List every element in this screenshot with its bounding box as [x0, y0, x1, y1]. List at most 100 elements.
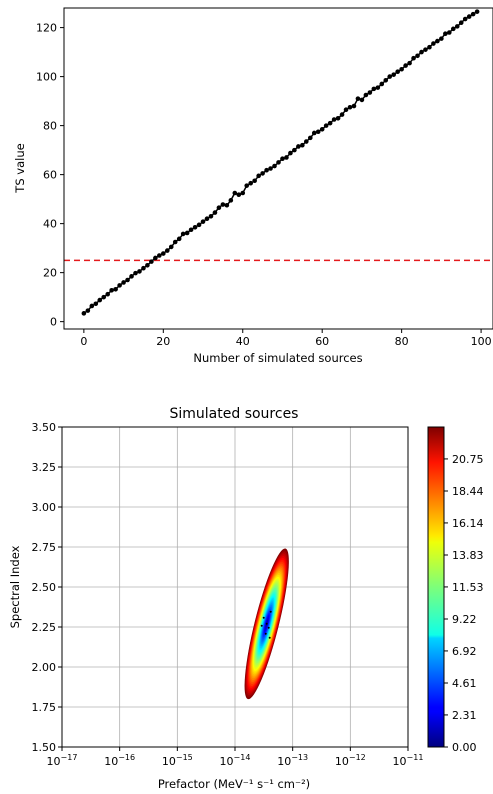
colorbar-ticks: 0.00 2.31 4.61 6.92 9.22 11.53 13.83 16.14 18.44… — [444, 453, 484, 754]
core-sample-point — [262, 616, 265, 619]
ts-data-point — [161, 251, 166, 256]
ts-data-point — [415, 53, 420, 59]
ts-data-point — [97, 297, 103, 303]
ts-data-point — [391, 72, 396, 77]
ts-data-point — [347, 104, 353, 110]
ts-data-point — [284, 155, 289, 160]
ts-data-point — [212, 210, 218, 215]
ts-x-tick-label: 40 — [236, 335, 250, 348]
ts-data-point — [117, 283, 122, 288]
ts-series — [81, 9, 480, 316]
ts-data-point — [248, 180, 253, 186]
ts-data-point — [339, 112, 345, 117]
colorbar-tick-label: 18.44 — [452, 485, 484, 498]
ts-data-point — [101, 294, 107, 300]
colorbar-tick-label: 16.14 — [452, 517, 484, 530]
ts-data-point — [470, 11, 476, 17]
sources-x-tick-label: 10−17 — [47, 753, 78, 768]
ts-data-point — [244, 183, 250, 188]
ts-y-tick-label: 20 — [43, 267, 57, 280]
ts-data-point — [315, 129, 321, 135]
sources-y-tick-label: 1.50 — [32, 741, 57, 754]
ts-data-point — [399, 66, 404, 72]
colorbar-tick-label: 13.83 — [452, 549, 484, 562]
ts-data-point — [359, 97, 365, 103]
ts-data-point — [367, 90, 373, 95]
core-sample-point — [269, 610, 272, 613]
ts-data-point — [443, 31, 448, 37]
ts-y-ticks: 0 20 40 60 80 100 120 — [36, 22, 64, 329]
ts-data-point — [304, 139, 309, 144]
ts-data-point — [300, 142, 305, 148]
ts-data-point — [379, 81, 385, 87]
ts-data-point — [220, 202, 226, 207]
sources-y-axis-label: Spectral Index — [8, 545, 22, 628]
colorbar-tick-label: 20.75 — [452, 453, 484, 466]
sources-y-tick-label: 2.25 — [32, 621, 57, 634]
ts-data-point — [395, 69, 400, 75]
sources-x-tick-label: 10−11 — [393, 753, 424, 768]
ts-data-point — [435, 38, 440, 44]
ts-data-point — [296, 144, 301, 149]
ts-series-line — [83, 11, 478, 314]
ts-data-point — [172, 239, 178, 245]
ts-x-tick-label: 0 — [80, 335, 87, 348]
ts-data-point — [371, 86, 377, 92]
ts-data-point — [363, 92, 369, 98]
ts-y-tick-label: 80 — [43, 120, 57, 133]
ts-y-tick-label: 0 — [50, 316, 57, 329]
ts-data-point — [121, 280, 126, 285]
ts-data-point — [375, 85, 381, 90]
ts-data-point — [288, 150, 293, 156]
ts-data-point — [180, 231, 186, 237]
ts-data-point — [311, 130, 317, 136]
sources-y-tick-label: 2.00 — [32, 661, 57, 674]
colorbar-tick-label: 4.61 — [452, 677, 477, 690]
ts-data-point — [153, 255, 158, 261]
ts-y-tick-label: 120 — [36, 22, 57, 35]
ts-data-point — [268, 166, 273, 171]
sources-y-tick-label: 2.75 — [32, 541, 57, 554]
sources-x-ticks: 10−17 10−16 10−15 10−14 10−13 10−12 10−11 — [47, 747, 424, 768]
ts-data-point — [272, 163, 277, 169]
ts-data-point — [462, 16, 468, 22]
ts-data-point — [200, 219, 206, 224]
sources-x-tick-label: 10−12 — [335, 753, 366, 768]
ts-data-point — [407, 60, 412, 66]
ts-data-point — [89, 303, 95, 309]
colorbar-tick-label: 6.92 — [452, 645, 477, 658]
sources-x-axis-label: Prefactor (MeV⁻¹ s⁻¹ cm⁻²) — [158, 777, 310, 791]
ts-data-point — [474, 9, 480, 14]
ts-data-point — [204, 216, 210, 222]
ts-data-point — [431, 41, 436, 46]
ts-data-point — [228, 198, 234, 203]
ts-chart: 0 20 40 60 80 100 0 20 40 60 80 100 120 Number of s… — [13, 7, 493, 365]
ts-data-point — [113, 287, 118, 292]
ts-data-point — [168, 244, 174, 250]
sources-x-tick-label: 10−16 — [104, 753, 135, 768]
ts-data-point — [149, 259, 154, 264]
ts-data-point — [252, 178, 257, 184]
ts-data-point — [331, 117, 337, 122]
ts-data-point — [232, 190, 238, 196]
sources-chart: Simulated sources 10−17 10−16 10−15 10−14 10… — [8, 406, 484, 791]
ts-data-point — [276, 160, 281, 165]
ts-data-point — [419, 49, 424, 55]
ts-data-point — [260, 171, 265, 176]
ts-data-point — [280, 156, 285, 161]
colorbar-tick-label: 2.31 — [452, 709, 477, 722]
ts-data-point — [256, 173, 261, 179]
ts-data-point — [196, 222, 202, 228]
ts-data-point — [184, 230, 190, 236]
sources-y-tick-label: 2.50 — [32, 581, 57, 594]
ts-data-point — [192, 225, 198, 230]
ts-x-axis-label: Number of simulated sources — [193, 351, 362, 365]
sources-y-ticks: 1.50 1.75 2.00 2.25 2.50 2.75 3.00 3.25 3.50 — [32, 421, 62, 754]
colorbar-tick-label: 9.22 — [452, 613, 477, 626]
ts-data-point — [164, 248, 170, 253]
ts-data-point — [307, 135, 313, 141]
sources-y-tick-label: 3.50 — [32, 421, 57, 434]
ts-data-point — [327, 120, 333, 126]
ts-frame — [63, 7, 493, 330]
